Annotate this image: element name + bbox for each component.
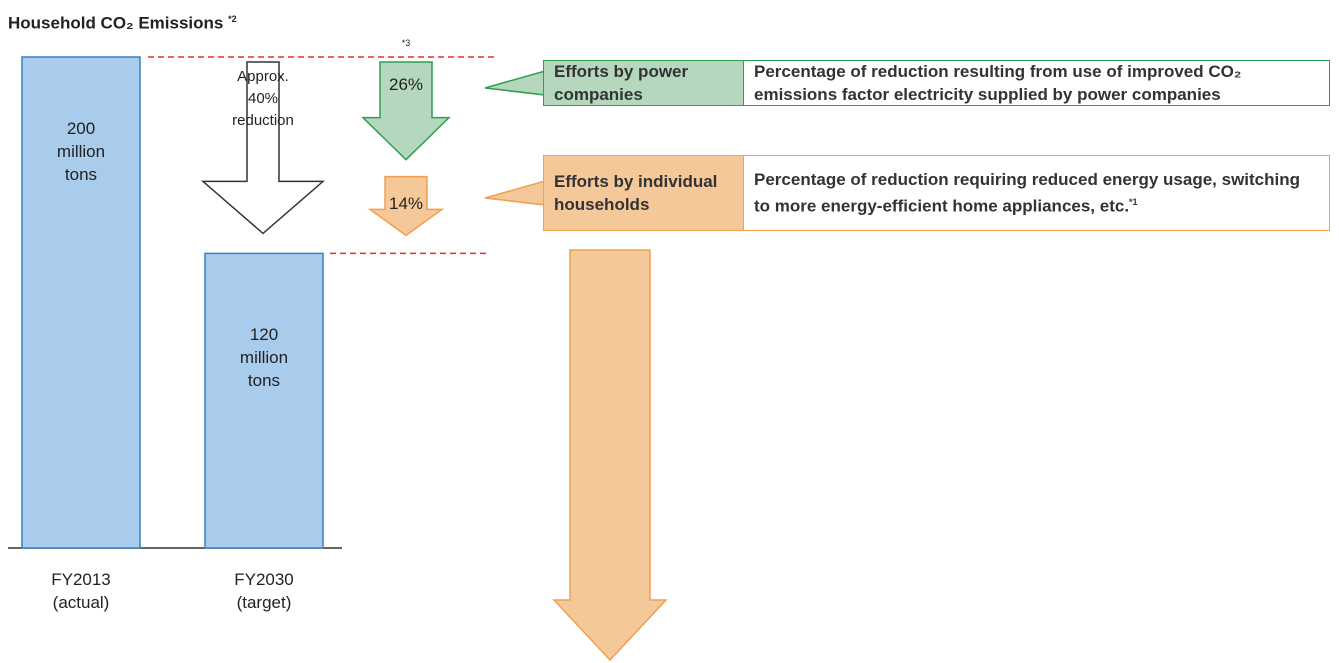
bar-label: 200 million tons	[56, 119, 106, 184]
x-tick-label: FY2030 (target)	[234, 570, 294, 612]
effort-desc-text: Percentage of reduction requiring reduce…	[754, 170, 1301, 216]
effort-desc-text: Percentage of reduction resulting from u…	[754, 62, 1242, 104]
effort-note: *1	[1129, 197, 1138, 208]
chart-title: Household CO₂ Emissions	[8, 13, 224, 33]
effort-name: Efforts by power companies	[544, 61, 744, 105]
reduction-arrow	[200, 61, 326, 235]
bar	[204, 252, 324, 549]
component-label: 14%	[388, 193, 424, 213]
effort-desc: Percentage of reduction requiring reduce…	[744, 156, 1329, 230]
effort-desc: Percentage of reduction resulting from u…	[744, 61, 1329, 105]
bar	[21, 56, 141, 549]
reduction-note: *3	[401, 38, 411, 48]
effort-box: Efforts by power companies Percentage of …	[543, 60, 1330, 106]
component-label: 26%	[388, 75, 424, 94]
effort-box: Efforts by individual households Percenta…	[543, 155, 1330, 231]
component-arrow	[361, 61, 451, 161]
x-tick-label: FY2013 (actual)	[51, 570, 111, 612]
component-arrow	[367, 175, 445, 237]
callout	[484, 70, 546, 96]
callout	[484, 180, 546, 206]
title-wrap: Household CO₂ Emissions *2	[8, 8, 237, 35]
effort-name: Efforts by individual households	[544, 156, 744, 230]
title-note: *2	[228, 14, 237, 24]
bar-label: 120 million tons	[239, 325, 289, 391]
big-arrow	[552, 249, 668, 662]
reduction-label: Approx. 40% reduction	[232, 68, 294, 129]
